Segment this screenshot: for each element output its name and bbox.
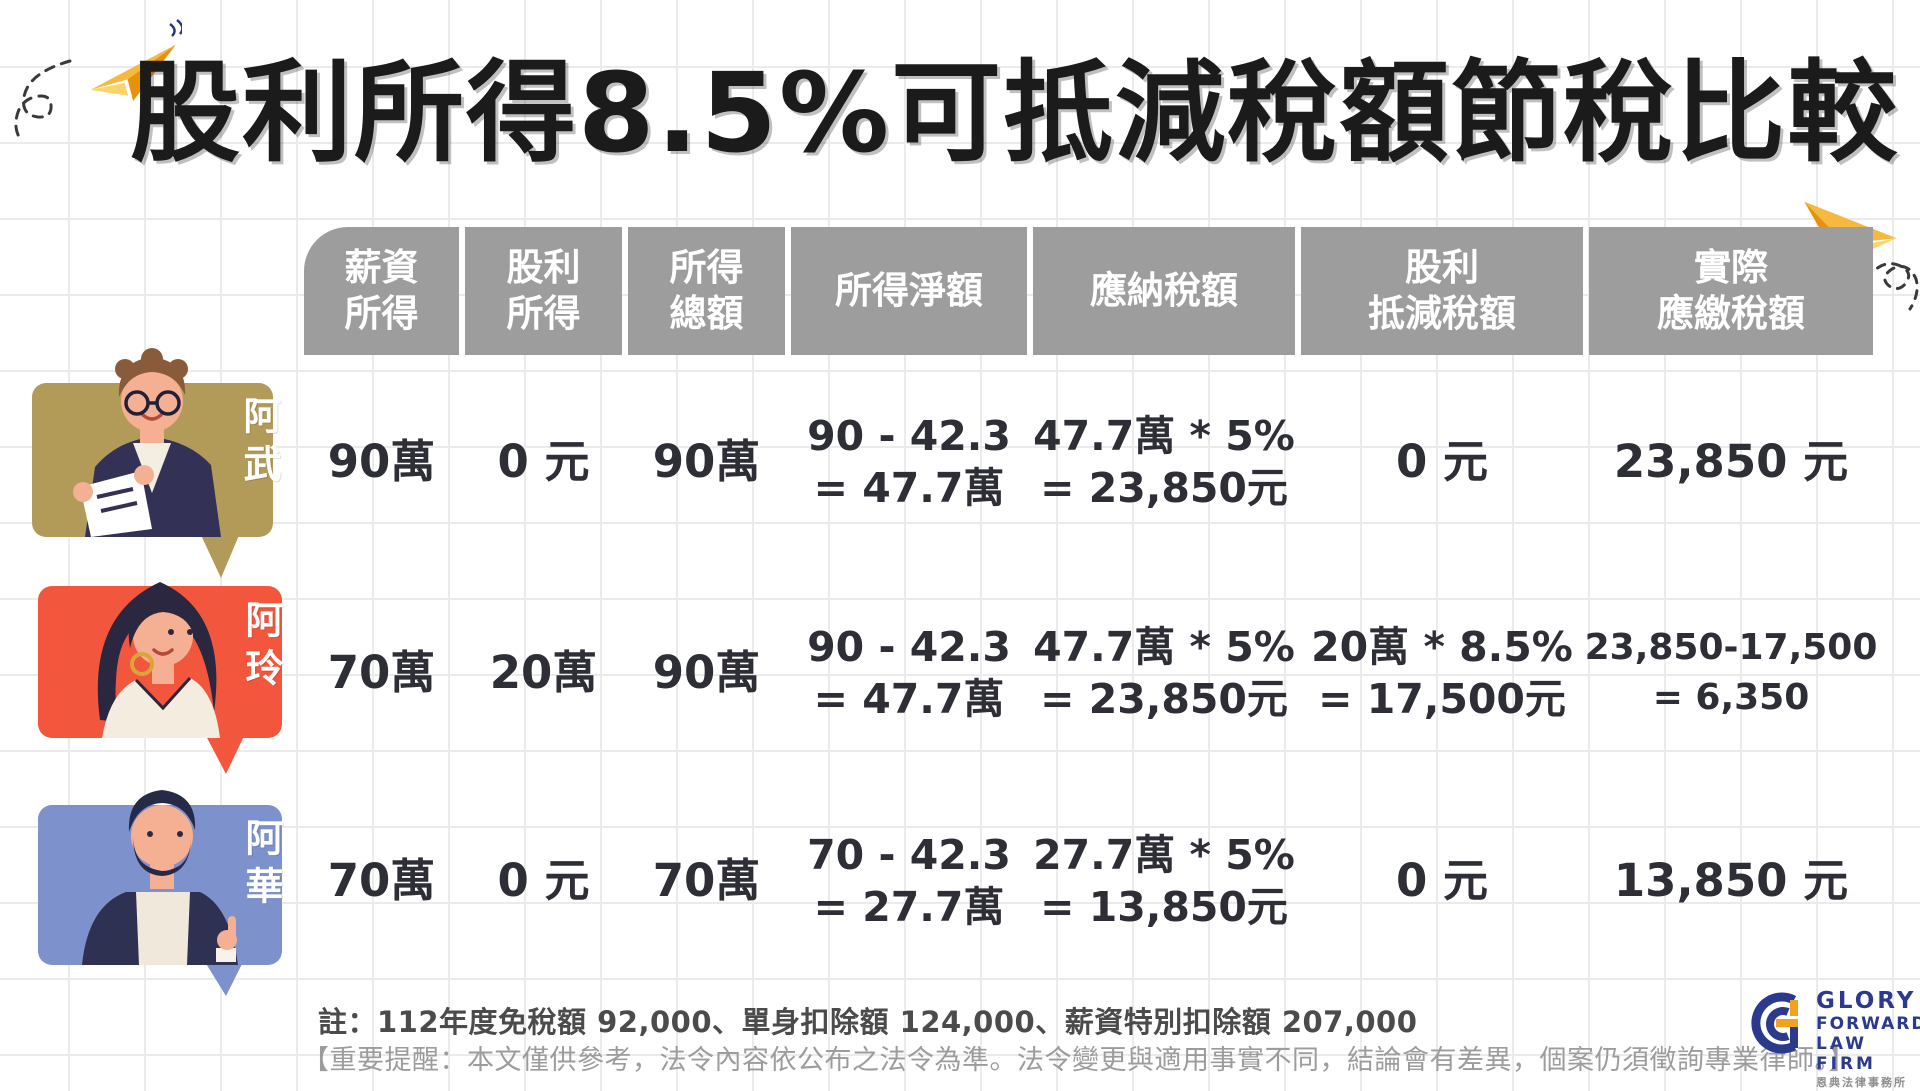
row-label-wu: 阿武 [237,396,281,492]
table-cell-wu-tax: 47.7萬 * 5% = 23,850元 [1033,412,1295,512]
law-firm-logo: GLORY FORWARD LAW FIRM 恩典法律事務所 [1742,988,1920,1091]
logo-text-lawfirm: LAW FIRM [1816,1034,1876,1074]
table-cell-wu-dividend: 0 元 [497,435,590,488]
table-cell-ling-actual: 23,850-17,500 = 6,350 [1584,627,1878,718]
table-cell-ling-credit: 20萬 * 8.5% = 17,500元 [1311,623,1573,723]
col-header-dividend-income: 股利 所得 [465,227,622,355]
table-cell-wu-credit: 0 元 [1396,435,1488,488]
logo-text-forward: FORWARD [1816,1014,1920,1034]
col-header-tax-payable: 應納稅額 [1033,227,1295,355]
table-cell-ling-salary: 70萬 [327,646,436,699]
avatar-wu-illustration [25,345,280,580]
col-header-total-income: 所得 總額 [628,227,785,355]
table-cell-wu-net: 90 - 42.3 = 47.7萬 [807,412,1011,512]
table-cell-hua-dividend: 0 元 [497,854,590,907]
page-title: 股利所得8.5%可抵減稅額節稅比較 [130,49,1900,177]
footnote-disclaimer: 【重要提醒：本文僅供參考，法令內容依公布之法令為準。法令變更與適用事實不同，結論… [302,1045,1856,1076]
table-cell-ling-tax: 47.7萬 * 5% = 23,850元 [1033,623,1295,723]
col-header-actual-tax-due: 實際 應繳稅額 [1589,227,1873,355]
table-cell-ling-total: 90萬 [652,646,761,699]
col-header-net-income: 所得淨額 [791,227,1027,355]
comparison-table: 薪資 所得 股利 所得 所得 總額 所得淨額 應納稅額 股利 抵減稅額 實際 應… [304,227,1878,973]
table-cell-hua-salary: 70萬 [327,854,436,907]
table-cell-wu-salary: 90萬 [327,435,436,488]
col-header-dividend-tax-credit: 股利 抵減稅額 [1301,227,1583,355]
table-cell-ling-net: 90 - 42.3 = 47.7萬 [807,623,1011,723]
row-label-ling: 阿玲 [239,600,283,696]
table-cell-ling-dividend: 20萬 [489,646,598,699]
footnote-deductions: 註：112年度免稅額 92,000、單身扣除額 124,000、薪資特別扣除額 … [318,1005,1418,1039]
avatar-ling-illustration [30,558,290,788]
dashed-curl-icon [1862,235,1920,319]
logo-text-glory: GLORY [1816,988,1917,1014]
table-cell-hua-actual: 13,850 元 [1613,854,1849,907]
dashed-swirl-icon [8,55,78,149]
table-cell-hua-tax: 27.7萬 * 5% = 13,850元 [1033,831,1295,931]
row-label-hua: 阿華 [239,818,283,914]
table-cell-wu-total: 90萬 [652,435,761,488]
table-cell-wu-actual: 23,850 元 [1613,435,1849,488]
table-cell-hua-credit: 0 元 [1396,854,1488,907]
law-firm-logo-mark-icon [1742,988,1806,1062]
table-cell-hua-total: 70萬 [652,854,761,907]
col-header-salary-income: 薪資 所得 [304,227,459,355]
avatar-hua-illustration [30,770,290,998]
table-cell-hua-net: 70 - 42.3 = 27.7萬 [807,831,1011,931]
logo-text-chinese: 恩典法律事務所 [1816,1076,1907,1089]
